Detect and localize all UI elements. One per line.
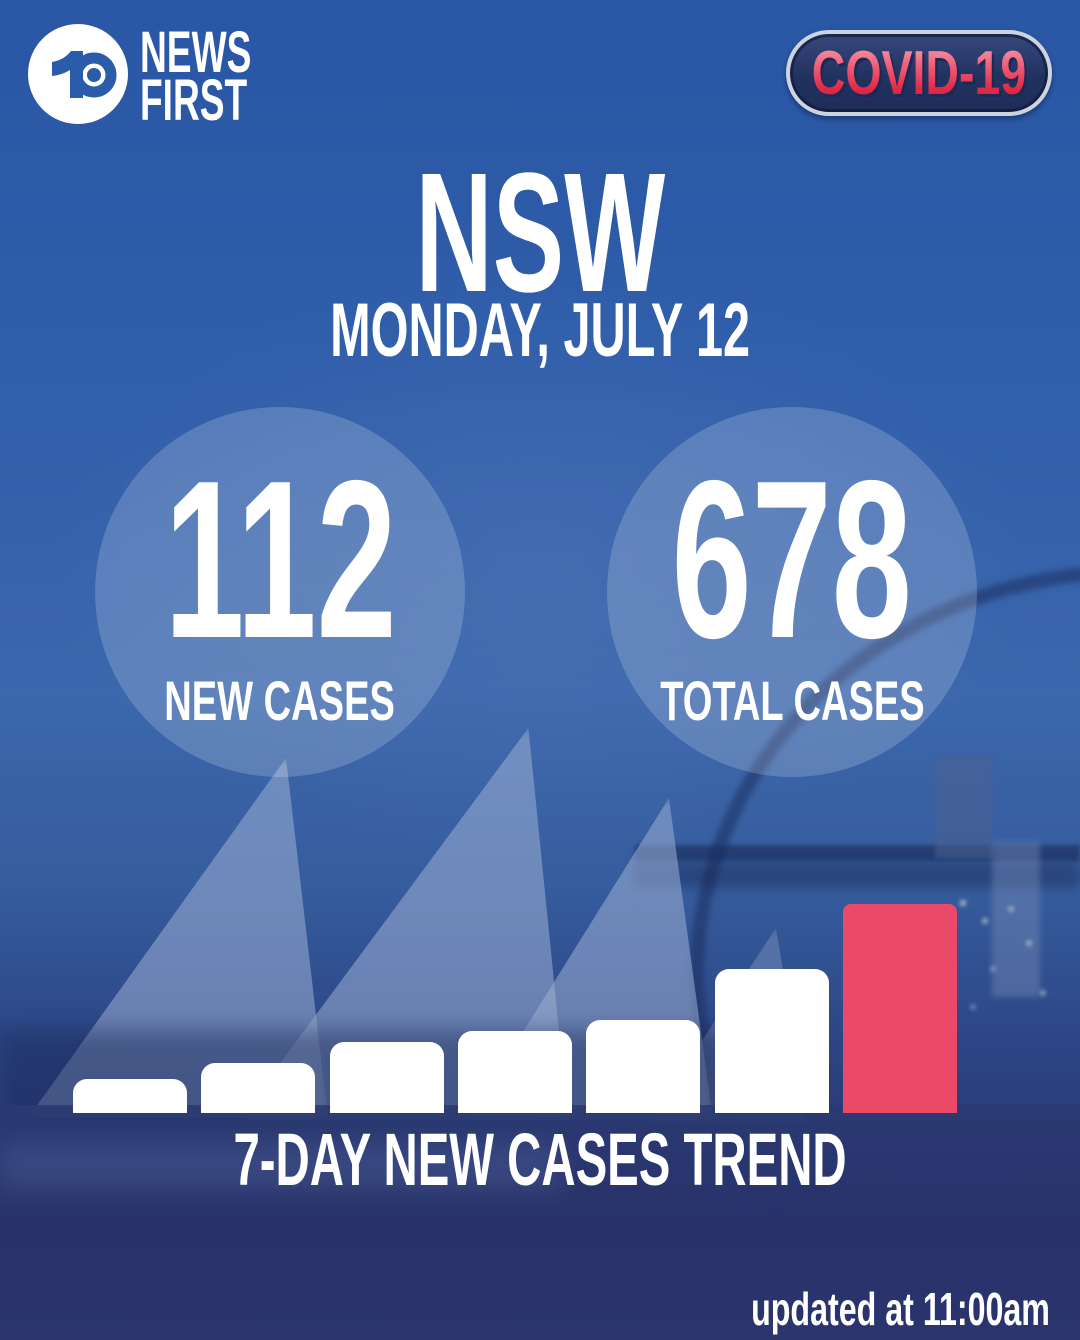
new-cases-label: NEW CASES: [164, 668, 396, 732]
page-title: NSW: [415, 138, 665, 328]
trend-bar: [714, 969, 829, 1113]
city-tower: [992, 842, 1040, 997]
covid-19-badge: COVID-19: [786, 30, 1052, 116]
logo-line2: FIRST: [140, 68, 248, 133]
trend-bar: [586, 1020, 701, 1113]
covid-19-badge-label: COVID-19: [811, 38, 1027, 108]
logo-wordmark: NEWS FIRST: [140, 20, 314, 133]
trend-bar: [201, 1063, 316, 1113]
trend-bars: [73, 901, 957, 1113]
new-cases-value: 112: [163, 432, 397, 685]
total-cases-circle: 678 TOTAL CASES: [607, 407, 977, 777]
total-cases-value: 678: [671, 432, 913, 685]
harbour-bridge-shadow: [635, 862, 1080, 888]
trend-bar: [73, 1079, 187, 1113]
new-cases-circle: 112 NEW CASES: [95, 407, 465, 777]
total-cases-label: TOTAL CASES: [659, 668, 925, 732]
trend-bar-today: [842, 904, 957, 1113]
bridge-pylon: [935, 756, 993, 858]
water-light-streak: [0, 1142, 560, 1190]
ten-logo-icon: [28, 24, 128, 124]
city-lights: [960, 900, 966, 906]
trend-bar: [457, 1031, 572, 1113]
channel-logo: NEWS FIRST: [28, 20, 314, 133]
trend-bar: [329, 1042, 444, 1113]
date-line: MONDAY, JULY 12: [330, 288, 750, 373]
logo-line1: NEWS: [140, 20, 252, 85]
harbour-water: [0, 1105, 1080, 1340]
chart-title: 7-DAY NEW CASES TREND: [233, 1118, 847, 1201]
updated-timestamp: updated at 11:00am: [751, 1283, 1050, 1335]
